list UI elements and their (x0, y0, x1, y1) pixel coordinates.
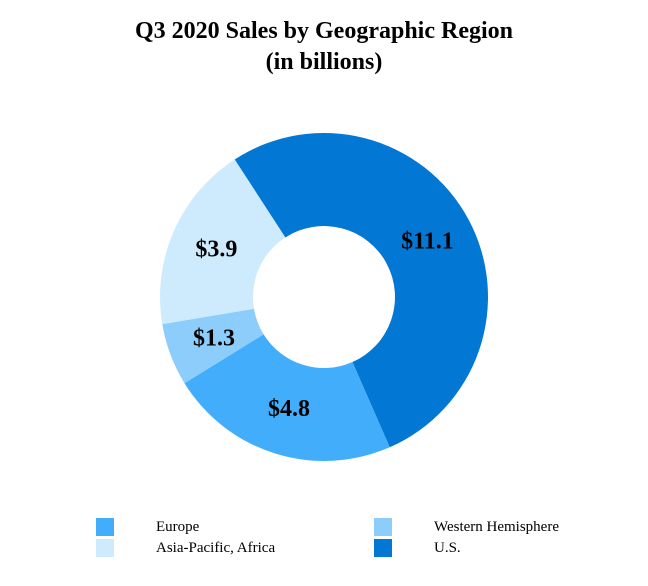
slice-u-s (234, 132, 489, 448)
slice-label-u-s: $11.1 (401, 228, 454, 254)
slice-western-hemisphere (162, 308, 264, 384)
slice-asia-pacific-africa (160, 159, 286, 325)
slice-label-europe: $4.8 (268, 396, 310, 422)
chart-title-block: Q3 2020 Sales by Geographic Region (in b… (0, 16, 648, 78)
chart-title: Q3 2020 Sales by Geographic Region (134, 18, 513, 44)
slice-europe (184, 334, 390, 461)
slice-label-asia-pacific-africa: $3.9 (195, 237, 237, 263)
chart-subtitle: (in billions) (265, 49, 383, 75)
slice-label-western-hemisphere: $1.3 (193, 325, 235, 351)
